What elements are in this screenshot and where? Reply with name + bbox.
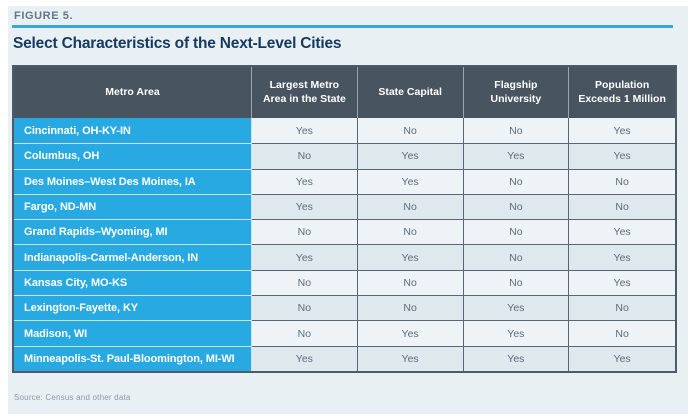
table-row: Columbus, OH No Yes Yes Yes [14, 143, 675, 169]
value-cell: No [463, 219, 570, 245]
metro-area-cell: Fargo, ND-MN [14, 193, 252, 220]
value-cell: Yes [252, 193, 358, 220]
table-row: Grand Rapids–Wyoming, MI No No No Yes [14, 219, 675, 245]
value-cell: Yes [569, 219, 675, 245]
metro-area-cell: Madison, WI [14, 320, 252, 346]
value-cell: Yes [357, 345, 464, 371]
column-header: Largest Metro Area in the State [252, 67, 358, 118]
table-row: Fargo, ND-MN Yes No No No [14, 193, 675, 220]
column-header: Flagship University [464, 67, 570, 118]
metro-area-cell: Grand Rapids–Wyoming, MI [14, 219, 252, 245]
value-cell: No [463, 269, 570, 296]
table-row: Cincinnati, OH-KY-IN Yes No No Yes [14, 118, 675, 144]
column-header: State Capital [358, 67, 464, 118]
value-cell: No [569, 320, 675, 346]
value-cell: Yes [569, 345, 675, 371]
value-cell: No [357, 295, 464, 321]
metro-area-cell: Lexington-Fayette, KY [14, 295, 252, 321]
metro-area-cell: Minneapolis-St. Paul-Bloomington, MI-WI [14, 345, 252, 371]
table-row: Des Moines–West Des Moines, IA Yes Yes No No [14, 168, 675, 194]
value-cell: Yes [357, 244, 464, 270]
metro-area-cell: Des Moines–West Des Moines, IA [14, 168, 252, 194]
value-cell: No [252, 143, 358, 169]
metro-area-cell: Kansas City, MO-KS [14, 269, 252, 296]
figure-label: FIGURE 5. [14, 10, 74, 22]
value-cell: No [357, 219, 464, 245]
value-cell: Yes [252, 244, 358, 270]
characteristics-table: Metro Area Largest Metro Area in the Stat… [12, 65, 677, 373]
value-cell: No [357, 269, 464, 296]
table-row: Madison, WI No Yes Yes No [14, 320, 675, 346]
value-cell: Yes [569, 143, 675, 169]
table-row: Minneapolis-St. Paul-Bloomington, MI-WI Y… [14, 345, 675, 371]
value-cell: Yes [569, 118, 675, 144]
value-cell: Yes [357, 320, 464, 346]
value-cell: No [463, 118, 570, 144]
metro-area-cell: Columbus, OH [14, 143, 252, 169]
table-row: Lexington-Fayette, KY No No Yes No [14, 295, 675, 321]
column-header: Population Exceeds 1 Million [578, 78, 666, 105]
value-cell: Yes [569, 269, 675, 296]
value-cell: Yes [463, 295, 570, 321]
value-cell: No [463, 193, 570, 220]
value-cell: No [357, 118, 464, 144]
value-cell: No [463, 168, 570, 194]
table-body: Cincinnati, OH-KY-IN Yes No No Yes Columbus, … [14, 118, 675, 371]
value-cell: Yes [357, 143, 464, 169]
value-cell: Yes [463, 143, 570, 169]
value-cell: Yes [463, 345, 570, 371]
table-header-row: Metro Area Largest Metro Area in the Stat… [14, 67, 675, 118]
value-cell: No [252, 320, 358, 346]
value-cell: No [252, 269, 358, 296]
value-cell: No [569, 168, 675, 194]
metro-area-cell: Indianapolis-Carmel-Anderson, IN [14, 244, 252, 270]
value-cell: No [569, 193, 675, 220]
table-row: Indianapolis-Carmel-Anderson, IN Yes Yes No… [14, 244, 675, 270]
column-header: Metro Area [14, 67, 252, 118]
value-cell: Yes [252, 345, 358, 371]
value-cell: Yes [463, 320, 570, 346]
value-cell: Yes [357, 168, 464, 194]
value-cell: No [357, 193, 464, 220]
source-note: Source: Census and other data [14, 393, 131, 402]
value-cell: Yes [569, 244, 675, 270]
metro-area-cell: Cincinnati, OH-KY-IN [14, 118, 252, 144]
value-cell: No [252, 295, 358, 321]
figure-panel: FIGURE 5. Select Characteristics of the … [8, 6, 688, 414]
figure-title: Select Characteristics of the Next-Level… [13, 35, 342, 52]
accent-rule [12, 25, 673, 28]
value-cell: No [569, 295, 675, 321]
value-cell: No [252, 219, 358, 245]
value-cell: Yes [252, 118, 358, 144]
value-cell: No [463, 244, 570, 270]
table-row: Kansas City, MO-KS No No No Yes [14, 269, 675, 296]
value-cell: Yes [252, 168, 358, 194]
